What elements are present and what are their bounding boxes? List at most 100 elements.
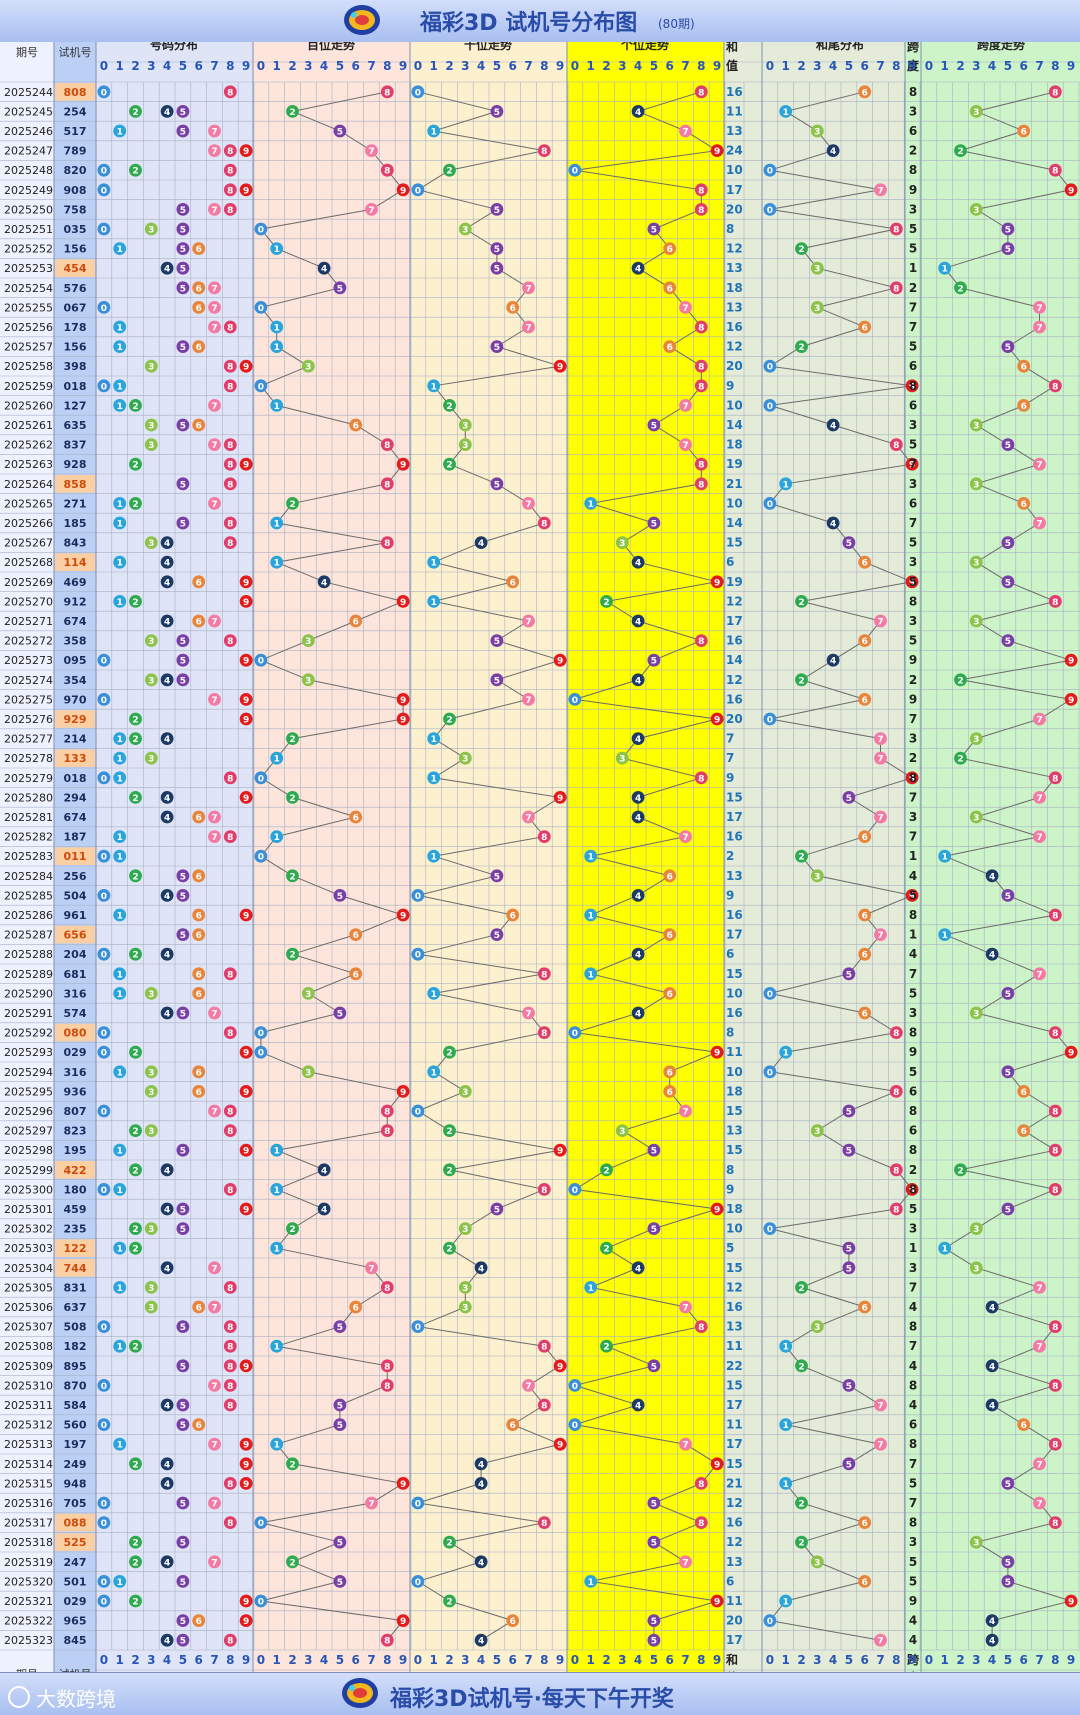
span-value: 3 [909,555,917,569]
trial-number: 908 [64,184,87,197]
sum-tail-ball-label: 1 [783,480,789,490]
sum-tail-ball-label: 1 [783,1598,789,1608]
distribution-ball [144,673,158,687]
sum-tail-ball [826,144,840,157]
distribution-ball [176,418,190,432]
tens-ball [490,340,504,353]
distribution-ball-label: 5 [180,1225,186,1235]
distribution-ball-label: 0 [101,1049,107,1059]
digit-header: 4 [829,1653,837,1667]
units-ball [694,634,708,647]
hundreds-ball [270,1143,284,1157]
digit-header: 8 [892,1653,900,1667]
hundreds-ball [254,379,268,393]
distribution-ball [97,771,111,785]
tens-ball-label: 0 [415,186,421,196]
units-ball-label: 2 [603,598,609,608]
span-ball-label: 4 [989,1617,995,1627]
units-ball-label: 8 [698,461,704,471]
digit-header: 3 [304,1653,312,1667]
issue-number: 2025313 [4,1438,53,1451]
distribution-ball [223,1124,237,1137]
hundreds-ball [270,242,284,256]
span-ball-label: 1 [942,265,948,275]
distribution-ball-label: 5 [180,931,186,941]
trial-number: 674 [64,615,87,628]
digit-header: 8 [1051,1653,1059,1667]
digit-header: 4 [634,59,642,73]
issue-number: 2025277 [4,733,53,746]
distribution-ball-label: 4 [164,578,170,588]
tens-ball-label: 2 [446,1539,452,1549]
digit-header: 3 [972,1653,980,1667]
sum-tail-ball [842,791,856,804]
distribution-ball-label: 7 [211,206,217,216]
sum-tail-ball [795,242,808,256]
hundreds-ball [349,928,363,941]
span-ball [1001,889,1015,902]
span-ball [985,1359,999,1373]
trial-number: 114 [64,556,87,569]
distribution-ball-label: 7 [211,696,217,706]
distribution-ball [160,810,174,824]
span-ball [969,555,983,569]
hundreds-ball [286,947,299,961]
distribution-ball-label: 4 [164,676,170,686]
tens-ball-label: 4 [478,1637,484,1647]
span-ball-label: 3 [973,1539,979,1549]
trial-number: 035 [64,223,87,236]
distribution-ball-label: 8 [227,461,233,471]
distribution-ball-label: 7 [211,1304,217,1314]
span-ball [1033,320,1046,334]
tens-ball [411,1320,425,1333]
sum-tail-ball [905,771,919,785]
span-ball-label: 7 [1036,461,1042,471]
distribution-ball-label: 1 [117,382,123,392]
issue-number: 2025323 [4,1634,53,1647]
distribution-ball-label: 8 [227,1637,233,1647]
sum-tail-ball-label: 7 [877,186,883,196]
sum-tail-ball-label: 6 [862,1578,868,1588]
units-ball-label: 5 [651,1225,657,1235]
distribution-ball [223,477,237,491]
digit-header: 4 [829,59,837,73]
hundreds-ball [396,1085,410,1098]
hundreds-ball [254,653,268,667]
span-ball-label: 8 [1052,88,1058,98]
sum-value: 17 [726,183,743,197]
sum-value: 15 [726,1261,743,1275]
units-ball-label: 4 [635,559,641,569]
hundreds-ball-label: 0 [258,226,264,236]
hundreds-ball-label: 5 [337,1578,343,1588]
distribution-ball [176,261,190,275]
distribution-ball [160,947,174,961]
units-ball-label: 8 [698,324,704,334]
sum-tail-ball-label: 3 [814,1558,820,1568]
hundreds-ball [380,163,394,177]
issue-number: 2025314 [4,1458,53,1471]
distribution-ball-label: 5 [180,1421,186,1431]
trial-number: 195 [64,1144,87,1157]
span-ball [969,477,983,491]
sum-value: 19 [726,575,743,589]
distribution-ball-label: 3 [148,1225,154,1235]
distribution-ball-label: 6 [196,912,202,922]
sum-tail-header: 和尾分布 [815,42,864,52]
tens-ball [490,203,504,216]
span-ball [969,203,983,216]
distribution-ball-label: 0 [101,1519,107,1529]
tens-ball-label: 1 [431,382,437,392]
span-ball [1001,1065,1015,1079]
units-ball-label: 8 [698,637,704,647]
tens-ball-label: 2 [446,461,452,471]
trial-number: 831 [64,1281,87,1294]
distribution-ball [129,457,142,471]
distribution-ball [160,1261,174,1275]
sum-tail-ball-label: 7 [877,814,883,824]
tens-ball-label: 2 [446,1245,452,1255]
sum-value: 6 [726,555,734,569]
sum-tail-ball-label: 9 [909,461,915,471]
hundreds-ball [333,1398,347,1412]
tens-ball-label: 5 [494,245,500,255]
sum-tail-ball [810,869,824,883]
